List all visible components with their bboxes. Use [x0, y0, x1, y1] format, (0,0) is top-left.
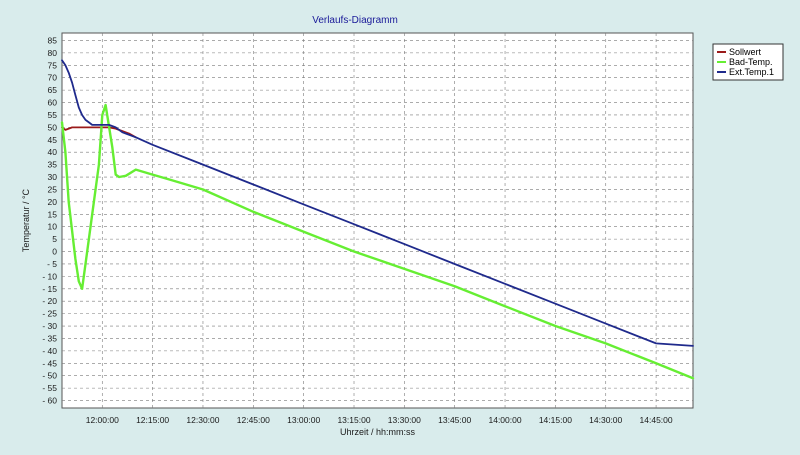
y-tick-label: 60 [48, 98, 58, 108]
y-tick-label: 40 [48, 147, 58, 157]
y-tick-label: 35 [48, 160, 58, 170]
chart-title: Verlaufs-Diagramm [312, 15, 398, 26]
y-tick-label: 65 [48, 85, 58, 95]
legend-entry: Bad-Temp. [729, 57, 773, 67]
series-line-3 [61, 59, 694, 347]
x-tick-label: 14:45:00 [640, 415, 673, 425]
x-tick-label: 14:15:00 [539, 415, 572, 425]
y-tick-label: - 30 [42, 321, 57, 331]
x-tick-label: 13:30:00 [388, 415, 421, 425]
legend-entry: Ext.Temp.1 [729, 67, 774, 77]
x-tick-label: 14:30:00 [589, 415, 622, 425]
y-tick-label: 70 [48, 73, 58, 83]
y-axis-label: Temperatur / °C [21, 188, 31, 252]
y-tick-label: - 25 [42, 309, 57, 319]
grid [62, 33, 693, 408]
y-tick-label: - 50 [42, 371, 57, 381]
x-tick-label: 13:00:00 [287, 415, 320, 425]
y-tick-label: - 5 [47, 259, 57, 269]
y-tick-label: - 55 [42, 383, 57, 393]
x-tick-label: 14:00:00 [488, 415, 521, 425]
y-tick-label: - 10 [42, 271, 57, 281]
x-tick-label: 13:45:00 [438, 415, 471, 425]
x-tick-label: 12:30:00 [186, 415, 219, 425]
y-tick-label: 45 [48, 135, 58, 145]
y-tick-label: 55 [48, 110, 58, 120]
x-tick-label: 13:15:00 [337, 415, 370, 425]
y-tick-label: - 15 [42, 284, 57, 294]
x-tick-label: 12:00:00 [86, 415, 119, 425]
y-tick-label: - 60 [42, 396, 57, 406]
series-lines [60, 59, 695, 380]
y-tick-label: 30 [48, 172, 58, 182]
y-tick-label: 0 [52, 247, 57, 257]
plot-area [61, 32, 694, 409]
y-tick-label: 85 [48, 35, 58, 45]
y-tick-label: - 45 [42, 358, 57, 368]
series-line-2 [60, 103, 695, 380]
y-tick-label: - 20 [42, 296, 57, 306]
y-tick-label: 15 [48, 209, 58, 219]
y-tick-label: 50 [48, 122, 58, 132]
x-tick-label: 12:45:00 [237, 415, 270, 425]
legend-entry: Sollwert [729, 47, 762, 57]
y-tick-label: 75 [48, 60, 58, 70]
y-tick-label: 20 [48, 197, 58, 207]
y-tick-label: 25 [48, 184, 58, 194]
y-tick-label: 5 [52, 234, 57, 244]
y-tick-label: 10 [48, 222, 58, 232]
x-axis-label: Uhrzeit / hh:mm:ss [340, 427, 416, 437]
y-tick-label: - 35 [42, 333, 57, 343]
y-tick-label: - 40 [42, 346, 57, 356]
y-tick-label: 80 [48, 48, 58, 58]
x-tick-label: 12:15:00 [136, 415, 169, 425]
